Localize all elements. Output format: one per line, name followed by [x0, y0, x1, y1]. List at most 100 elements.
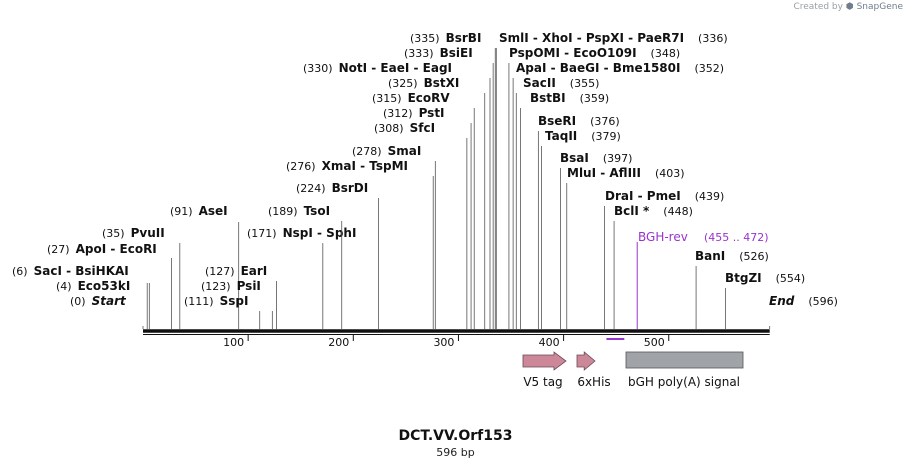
site-enzymes: SacII [523, 76, 556, 90]
site-position: (27) [47, 243, 70, 256]
site-label-drai[interactable]: DraI - PmeI (439) [605, 189, 724, 203]
his-tag-feature[interactable] [576, 351, 596, 371]
site-position: (127) [205, 265, 235, 278]
site-label-smai[interactable]: (278) SmaI [352, 144, 421, 158]
site-enzymes: PsiI [237, 279, 261, 293]
site-enzymes: Start [92, 294, 127, 308]
site-position: (403) [655, 167, 685, 180]
site-enzymes: PspOMI - EcoO109I [509, 46, 637, 60]
site-label-bsrbi[interactable]: (335) BsrBI [410, 31, 481, 45]
site-position: (325) [388, 77, 418, 90]
site-label-apoi[interactable]: (27) ApoI - EcoRI [47, 242, 157, 256]
site-label-bseri[interactable]: BseRI (376) [538, 114, 620, 128]
site-position: (189) [268, 205, 298, 218]
site-enzymes: BanI [695, 249, 725, 263]
site-label-saci[interactable]: (6) SacI - BsiHKAI [12, 264, 129, 278]
site-position: (359) [580, 92, 610, 105]
site-label-btgzi[interactable]: BtgZI (554) [725, 271, 805, 285]
sequence-name: DCT.VV.Orf153 [398, 428, 513, 444]
site-enzymes: SspI [220, 294, 249, 308]
site-enzymes: BclI * [614, 204, 650, 218]
site-position: (171) [247, 227, 277, 240]
site-position: (526) [739, 250, 769, 263]
axis-tick-label: 500 [644, 336, 665, 349]
site-position: (6) [12, 265, 28, 278]
site-position: (308) [374, 122, 404, 135]
site-label-sacii[interactable]: SacII (355) [523, 76, 599, 90]
site-label-bcli[interactable]: BclI * (448) [614, 204, 693, 218]
site-label-ecorv[interactable]: (315) EcoRV [372, 91, 450, 105]
site-label-bsai[interactable]: BsaI (397) [560, 151, 632, 165]
site-label-smli[interactable]: SmlI - XhoI - PspXI - PaeR7I (336) [499, 31, 728, 45]
site-enzymes: AseI [199, 204, 228, 218]
site-label-sfci[interactable]: (308) SfcI [374, 121, 435, 135]
site-label-bsiei[interactable]: (333) BsiEI [404, 46, 473, 60]
site-enzymes: BseRI [538, 114, 576, 128]
primer-range: (455 .. 472) [704, 231, 769, 244]
v5-tag-label: V5 tag [523, 375, 562, 389]
primer-label[interactable]: BGH-rev [638, 230, 688, 244]
site-enzymes: DraI - PmeI [605, 189, 681, 203]
site-position: (355) [570, 77, 600, 90]
site-position: (278) [352, 145, 382, 158]
site-enzymes: XmaI - TspMI [322, 159, 408, 173]
site-label-bsrdi[interactable]: (224) BsrDI [296, 181, 368, 195]
site-position: (439) [695, 190, 725, 203]
site-label-xmai[interactable]: (276) XmaI - TspMI [286, 159, 408, 173]
site-position: (312) [383, 107, 413, 120]
site-enzymes: EarI [241, 264, 268, 278]
axis-tick-label: 100 [223, 336, 244, 349]
site-position: (397) [603, 152, 633, 165]
site-enzymes: SfcI [410, 121, 435, 135]
site-enzymes: BsiEI [440, 46, 473, 60]
site-position: (224) [296, 182, 326, 195]
site-label-tsoi[interactable]: (189) TsoI [268, 204, 330, 218]
site-label-sspi[interactable]: (111) SspI [184, 294, 248, 308]
site-position: (35) [102, 227, 125, 240]
site-enzymes: PvuII [131, 226, 165, 240]
site-label-eari[interactable]: (127) EarI [205, 264, 267, 278]
site-label-noti[interactable]: (330) NotI - EaeI - EagI [303, 61, 452, 75]
axis-tick-label: 400 [539, 336, 560, 349]
site-enzymes: BstXI [424, 76, 460, 90]
site-enzymes: SmaI [388, 144, 422, 158]
site-label-taqii[interactable]: TaqII (379) [545, 129, 621, 143]
site-enzymes: EcoRV [408, 91, 451, 105]
site-label-psti[interactable]: (312) PstI [383, 106, 445, 120]
site-label-pspomi[interactable]: PspOMI - EcoO109I (348) [509, 46, 680, 60]
site-label-start[interactable]: (0) Start [70, 294, 127, 308]
site-enzymes: ApoI - EcoRI [76, 242, 157, 256]
site-position: (336) [698, 32, 728, 45]
site-label-psii[interactable]: (123) PsiI [201, 279, 261, 293]
bgh-polya-feature[interactable] [625, 351, 744, 369]
site-label-eco53ki[interactable]: (4) Eco53kI [56, 279, 130, 293]
site-label-nspi[interactable]: (171) NspI - SphI [247, 226, 356, 240]
site-enzymes: BsrDI [332, 181, 369, 195]
site-position: (335) [410, 32, 440, 45]
site-enzymes: End [769, 294, 795, 308]
site-label-asei[interactable]: (91) AseI [170, 204, 228, 218]
snapgene-brand: Created by ⬢ SnapGene [793, 2, 903, 12]
site-position: (448) [663, 205, 693, 218]
site-position: (315) [372, 92, 402, 105]
site-label-apai[interactable]: ApaI - BaeGI - Bme1580I (352) [516, 61, 724, 75]
site-label-bstbi[interactable]: BstBI (359) [530, 91, 609, 105]
his-tag-label: 6xHis [577, 375, 610, 389]
site-label-bani[interactable]: BanI (526) [695, 249, 769, 263]
site-label-pvuii[interactable]: (35) PvuII [102, 226, 165, 240]
site-label-bstxi[interactable]: (325) BstXI [388, 76, 459, 90]
site-enzymes: PstI [419, 106, 445, 120]
site-position: (0) [70, 295, 86, 308]
site-enzymes: ApaI - BaeGI - Bme1580I [516, 61, 680, 75]
site-enzymes: SacI - BsiHKAI [34, 264, 129, 278]
site-enzymes: NspI - SphI [283, 226, 357, 240]
site-position: (333) [404, 47, 434, 60]
site-label-mlui[interactable]: MluI - AflIII (403) [567, 166, 685, 180]
site-position: (91) [170, 205, 193, 218]
brand-name: SnapGene [856, 2, 903, 12]
site-label-end[interactable]: End (596) [769, 294, 838, 308]
v5-tag-feature[interactable] [522, 351, 567, 371]
axis-tick-label: 300 [433, 336, 454, 349]
site-enzymes: MluI - AflIII [567, 166, 641, 180]
